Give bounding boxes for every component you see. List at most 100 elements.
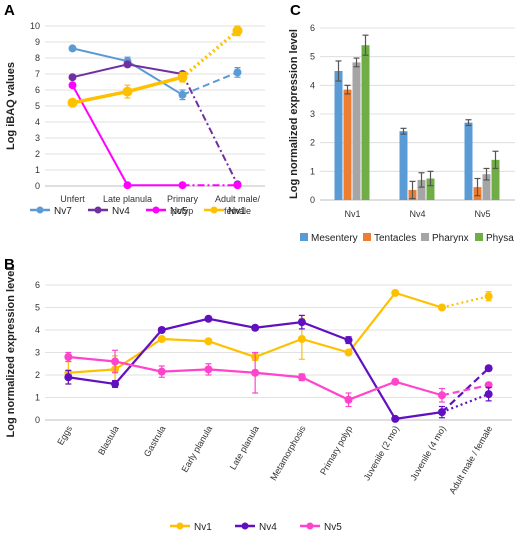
- y-tick-label: 4: [35, 117, 40, 127]
- panel-label-c: C: [290, 2, 301, 19]
- y-tick-label: 2: [35, 149, 40, 159]
- bar-mesentery-nv1: [334, 71, 343, 200]
- x-tick-label-juvenile-2-mo: Juvenile (2 mo): [362, 424, 401, 482]
- panel-label-a: A: [4, 2, 15, 19]
- x-tick-label: polyp: [172, 206, 194, 216]
- y-tick-label: 7: [35, 69, 40, 79]
- series-nv1-point: [391, 288, 400, 297]
- series-nv5-point: [178, 181, 187, 190]
- legend-nv5-marker: [306, 522, 314, 530]
- series-nv7-point: [68, 44, 77, 53]
- y-axis-label: Log iBAQ values: [5, 62, 17, 150]
- series-nv5-point: [123, 181, 132, 190]
- series-nv1-point: [204, 337, 213, 346]
- legend-nv1-label: Nv1: [228, 206, 246, 217]
- series-nv4-point: [64, 373, 73, 382]
- x-tick-label: Primary: [167, 194, 198, 204]
- y-axis-label: Log normalized expression level: [5, 268, 17, 438]
- y-tick-label: 6: [310, 23, 315, 33]
- legend-physa-label: Physa: [486, 233, 514, 244]
- series-nv4-point: [297, 318, 306, 327]
- series-nv5-point: [157, 367, 166, 376]
- series-nv5-point: [251, 368, 260, 377]
- y-tick-label: 1: [35, 165, 40, 175]
- series-nv5-point: [68, 81, 77, 90]
- legend-nv1-marker: [210, 206, 218, 214]
- x-tick-label-blastula: Blastula: [96, 424, 121, 457]
- series-nv5-point: [64, 353, 73, 361]
- x-tick-label-nv4: Nv4: [409, 209, 425, 219]
- y-tick-label: 2: [310, 138, 315, 148]
- y-tick-label: 0: [310, 195, 315, 205]
- legend-nv5-label: Nv5: [170, 206, 188, 217]
- series-nv5-point: [391, 377, 400, 386]
- series-nv5-point: [297, 373, 306, 382]
- panel-c-chart: 0 1 2 3 4 5 6 Log normalized expression level Nv…: [288, 23, 515, 244]
- x-tick-label-adult-male-female: Adult male / female: [447, 424, 494, 496]
- series-nv4-point: [391, 414, 400, 423]
- x-tick-label-late-planula: Late planula: [228, 424, 261, 471]
- bar-physa-nv4: [426, 178, 435, 200]
- series-nv7-projection-line: [182, 71, 238, 96]
- series-nv4-point: [204, 314, 213, 323]
- series-nv4-point: [344, 336, 353, 345]
- bar-pharynx-nv5: [482, 174, 491, 200]
- y-tick-label: 1: [310, 166, 315, 176]
- series-nv4-second-projection-line: [441, 393, 490, 414]
- y-tick-label: 5: [35, 303, 40, 313]
- legend-nv5-label: Nv5: [324, 522, 342, 533]
- legend-nv1-marker: [176, 522, 184, 530]
- y-tick-label: 2: [35, 370, 40, 380]
- legend-nv1-label: Nv1: [194, 522, 212, 533]
- series-nv5-projection-line: [441, 384, 489, 397]
- bar-physa-nv5: [491, 159, 500, 200]
- y-tick-label: 3: [35, 348, 40, 358]
- series-nv4-point: [111, 380, 120, 388]
- legend-nv7-label: Nv7: [54, 206, 72, 217]
- panel-a-chart: 0 1 2 3 4 5 6 7 8 9 10 Log iBAQ values Unfert Late pl…: [5, 21, 265, 217]
- y-tick-label: 6: [35, 85, 40, 95]
- bar-physa-nv1: [361, 45, 370, 201]
- series-nv4-point: [484, 364, 493, 373]
- series-nv1-projection-line: [181, 29, 239, 79]
- legend-nv4-label: Nv4: [112, 206, 130, 217]
- legend-mesentery-label: Mesentery: [311, 233, 358, 244]
- x-tick-label-metamorphosis: Metamorphosis: [268, 424, 308, 483]
- x-tick-label-early-planula: Early planula: [180, 424, 215, 474]
- legend-nv4-marker: [94, 206, 102, 214]
- x-tick-label: female: [224, 206, 251, 216]
- x-tick-label-juvenile-4-mo: Juvenile (4 mo): [408, 424, 447, 482]
- x-tick-label-nv5: Nv5: [474, 209, 490, 219]
- y-tick-label: 8: [35, 53, 40, 63]
- bar-tentacles-nv1: [343, 89, 352, 200]
- series-nv4-point: [251, 323, 260, 332]
- legend-nv5-marker: [152, 206, 160, 214]
- series-nv1-projection-line: [441, 295, 489, 309]
- legend-mesentery-swatch: [300, 233, 308, 241]
- y-tick-label: 6: [35, 280, 40, 290]
- panel-b-chart: 0 1 2 3 4 5 6 Log normalized expression level Eg…: [5, 268, 512, 533]
- series-nv1-point: [67, 97, 78, 108]
- series-nv5-point: [204, 365, 213, 374]
- legend-tentacles-label: Tentacles: [374, 233, 416, 244]
- x-tick-label: Late planula: [103, 194, 152, 204]
- series-nv5-point: [233, 181, 242, 190]
- series-nv4-point: [68, 73, 77, 82]
- series-nv7-point: [233, 68, 242, 77]
- series-nv1-point: [177, 72, 188, 83]
- y-tick-label: 4: [35, 325, 40, 335]
- series-nv4-projection-line: [181, 73, 239, 185]
- panel-label-b: B: [4, 256, 15, 273]
- series-nv7-point: [178, 90, 187, 99]
- x-tick-label: Adult male/: [215, 194, 261, 204]
- x-tick-label-gastrula: Gastrula: [142, 424, 168, 458]
- y-tick-label: 9: [35, 37, 40, 47]
- bar-mesentery-nv4: [399, 131, 408, 200]
- legend-tentacles-swatch: [363, 233, 371, 241]
- x-tick-label-eggs: Eggs: [55, 424, 74, 447]
- bar-pharynx-nv4: [417, 179, 426, 200]
- legend-nv4-marker: [241, 522, 249, 530]
- y-tick-label: 10: [30, 21, 40, 31]
- y-tick-label: 0: [35, 415, 40, 425]
